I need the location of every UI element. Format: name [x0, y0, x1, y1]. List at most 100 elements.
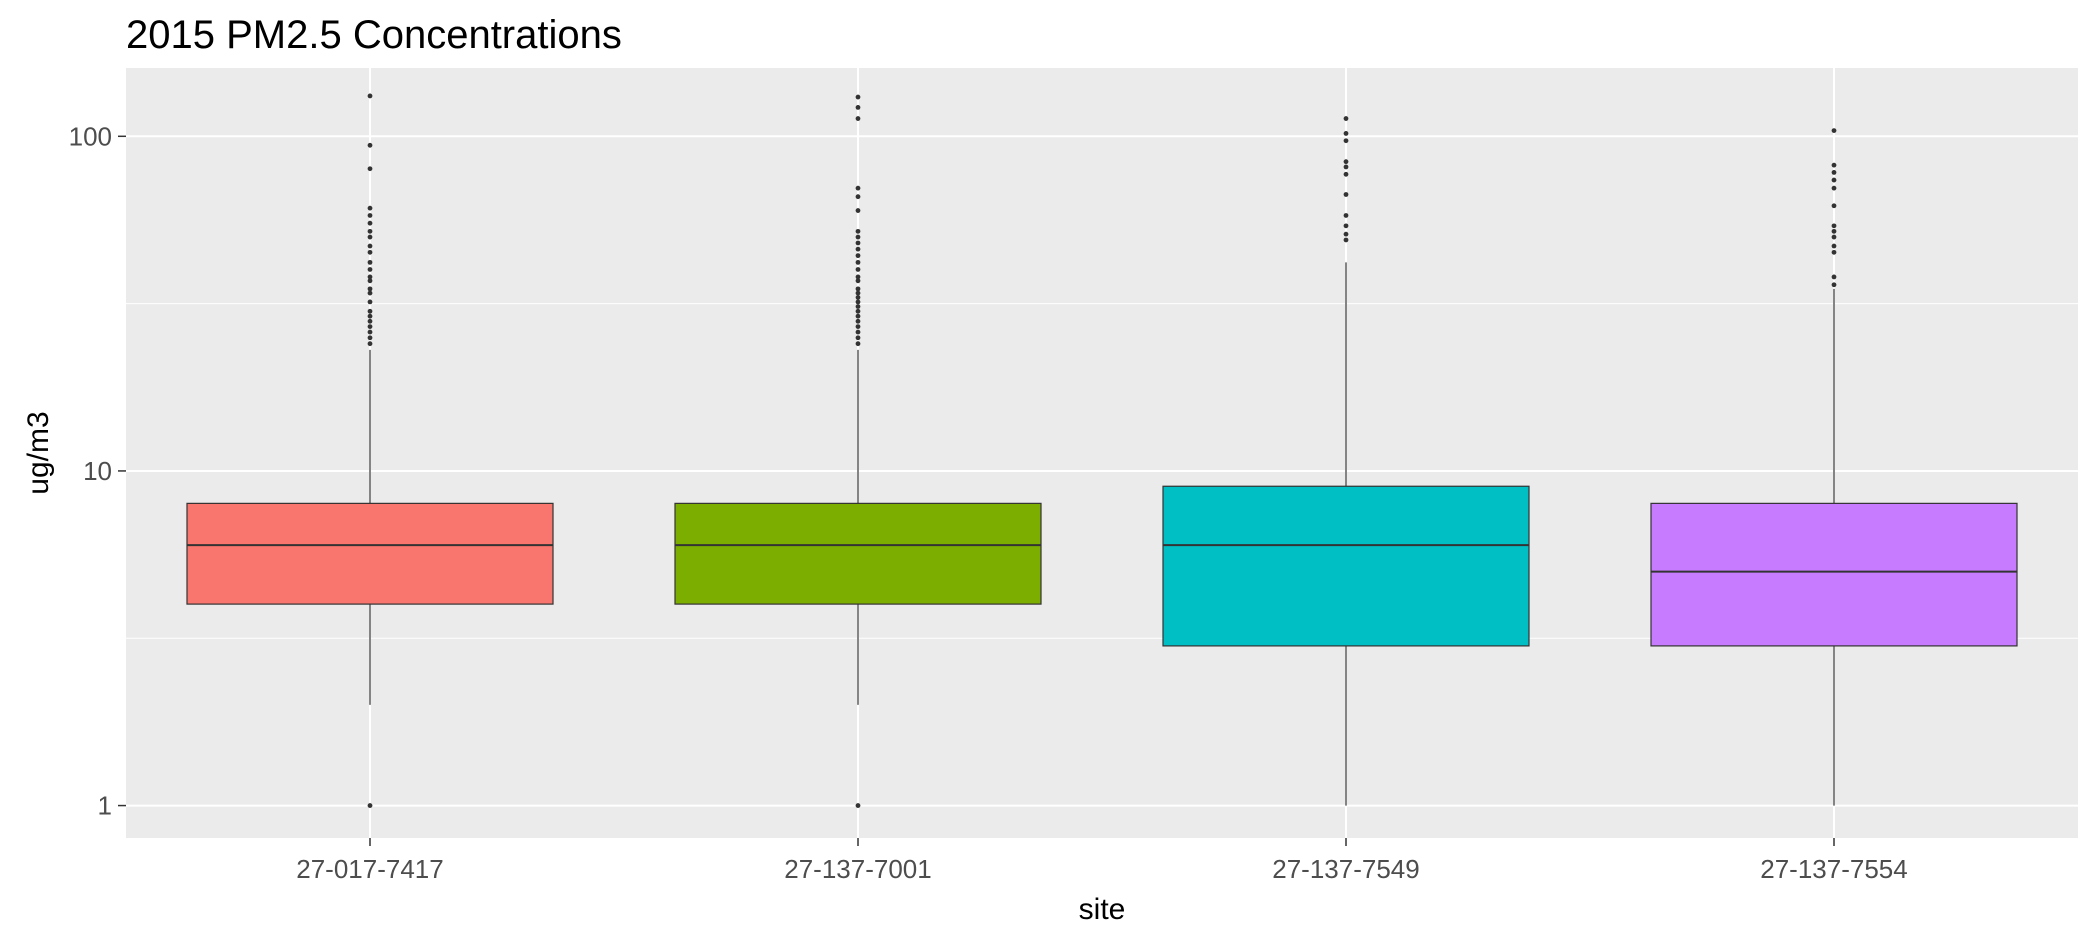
outlier-point — [855, 324, 861, 329]
outlier-point — [367, 341, 373, 347]
outlier-point — [855, 313, 861, 319]
boxes-layer — [186, 93, 2018, 808]
outlier-point — [367, 274, 373, 280]
outlier-point — [367, 329, 373, 335]
outlier-point — [855, 185, 861, 191]
outlier-point — [855, 246, 861, 252]
outlier-point — [855, 228, 861, 234]
outlier-point — [1831, 177, 1837, 183]
outlier-point — [855, 304, 861, 309]
outlier-point — [367, 803, 373, 808]
outlier-point — [855, 308, 861, 314]
outlier-point — [1831, 234, 1837, 240]
outlier-point — [855, 194, 861, 200]
outlier-point — [367, 249, 373, 255]
x-tick-label: 27-137-7549 — [1272, 854, 1419, 884]
outlier-point — [1831, 203, 1837, 209]
outlier-point — [855, 286, 861, 292]
outlier-point — [855, 803, 861, 808]
outlier-point — [855, 208, 861, 213]
outlier-point — [367, 290, 373, 296]
outlier-point — [367, 278, 373, 284]
y-tick-label: 1 — [98, 791, 112, 821]
outlier-point — [1831, 185, 1837, 191]
outlier-point — [1343, 237, 1349, 243]
outlier-point — [1343, 116, 1349, 121]
outlier-point — [855, 274, 861, 280]
outlier-point — [855, 299, 861, 305]
outlier-point — [1831, 282, 1837, 288]
x-axis: 27-017-7417 27-137-7001 27-137-7549 27-137-… — [296, 838, 1908, 884]
box-27-017-7417 — [186, 93, 554, 808]
outlier-point — [1343, 131, 1349, 136]
box-27-137-7001 — [674, 94, 1042, 808]
outlier-point — [367, 220, 373, 226]
box-rect — [1162, 485, 1530, 647]
outlier-point — [1831, 170, 1837, 175]
box-rect — [1650, 502, 2018, 647]
x-tick-label: 27-137-7001 — [784, 854, 931, 884]
outlier-point — [367, 234, 373, 240]
outlier-point — [367, 335, 373, 341]
outlier-point — [855, 278, 861, 284]
box-rect — [674, 502, 1042, 605]
outlier-point — [367, 318, 373, 324]
outlier-point — [1343, 171, 1349, 177]
outlier-point — [855, 105, 861, 110]
outlier-point — [1343, 223, 1349, 229]
outlier-point — [855, 335, 861, 341]
outlier-point — [1831, 249, 1837, 255]
outlier-point — [855, 318, 861, 324]
outlier-point — [1831, 228, 1837, 234]
outlier-point — [1343, 138, 1349, 144]
outlier-point — [367, 259, 373, 265]
outlier-point — [855, 234, 861, 240]
x-tick-label: 27-137-7554 — [1760, 854, 1907, 884]
outlier-point — [1831, 274, 1837, 280]
outlier-point — [367, 313, 373, 319]
outlier-point — [855, 240, 861, 246]
outlier-point — [367, 267, 373, 272]
outlier-point — [855, 290, 861, 296]
chart-title: 2015 PM2.5 Concentrations — [126, 13, 622, 57]
outlier-point — [855, 267, 861, 272]
outlier-point — [367, 286, 373, 292]
outlier-point — [1343, 192, 1349, 197]
outlier-point — [367, 228, 373, 234]
outlier-point — [1831, 243, 1837, 249]
outlier-point — [367, 205, 373, 211]
outlier-point — [367, 308, 373, 314]
outlier-point — [367, 93, 373, 99]
outlier-point — [367, 299, 373, 305]
outlier-point — [855, 253, 861, 259]
outlier-point — [367, 142, 373, 148]
outlier-point — [1831, 162, 1837, 168]
outlier-point — [367, 324, 373, 329]
outlier-point — [855, 259, 861, 265]
outlier-point — [1343, 159, 1349, 165]
outlier-point — [367, 213, 373, 218]
outlier-point — [367, 166, 373, 172]
outlier-point — [855, 329, 861, 335]
y-axis-label: ug/m3 — [22, 411, 55, 494]
plot-panel — [126, 68, 2078, 838]
outlier-point — [855, 116, 861, 121]
outlier-point — [855, 94, 861, 100]
x-axis-label: site — [1079, 893, 1126, 926]
y-tick-label: 100 — [69, 121, 112, 151]
outlier-point — [1343, 213, 1349, 218]
outlier-point — [1343, 164, 1349, 170]
box-rect — [186, 502, 554, 605]
outlier-point — [1343, 231, 1349, 237]
outlier-point — [1831, 128, 1837, 134]
box-27-137-7554 — [1650, 128, 2018, 806]
outlier-point — [1831, 223, 1837, 229]
outlier-point — [367, 243, 373, 249]
y-tick-label: 10 — [83, 456, 112, 486]
box-27-137-7549 — [1162, 116, 1530, 806]
outlier-point — [855, 295, 861, 300]
x-tick-label: 27-017-7417 — [296, 854, 443, 884]
outlier-point — [855, 341, 861, 347]
y-axis: 1 10 100 — [69, 121, 126, 821]
